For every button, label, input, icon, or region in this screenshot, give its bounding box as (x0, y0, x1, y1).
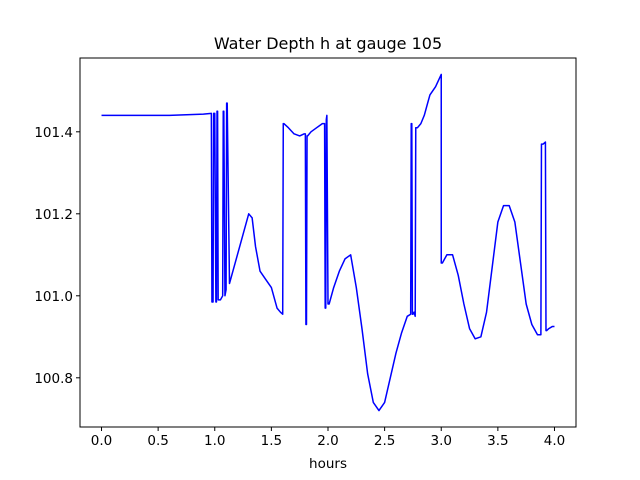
x-tick-label: 1.5 (261, 433, 282, 449)
y-tick-label: 101.0 (34, 289, 73, 305)
y-tick-label: 101.4 (34, 125, 73, 141)
x-axis-label: hours (309, 456, 347, 472)
x-tick-label: 4.0 (544, 433, 565, 449)
y-tick-label: 101.2 (34, 207, 73, 223)
x-tick-label: 2.5 (374, 433, 395, 449)
x-tick-label: 3.0 (430, 433, 451, 449)
y-axis-ticks: 100.8 101.0 101.2 101.4 (34, 125, 80, 387)
x-tick-label: 1.0 (204, 433, 225, 449)
x-tick-label: 0.5 (147, 433, 168, 449)
x-axis-ticks: 0.0 0.5 1.0 1.5 2.0 2.5 3.0 3.5 4.0 (91, 427, 565, 449)
x-tick-label: 3.5 (487, 433, 508, 449)
x-tick-label: 2.0 (317, 433, 338, 449)
chart-title: Water Depth h at gauge 105 (214, 34, 442, 53)
y-tick-label: 100.8 (34, 371, 73, 387)
series-line-0 (101, 73, 555, 412)
x-tick-label: 0.0 (91, 433, 112, 449)
